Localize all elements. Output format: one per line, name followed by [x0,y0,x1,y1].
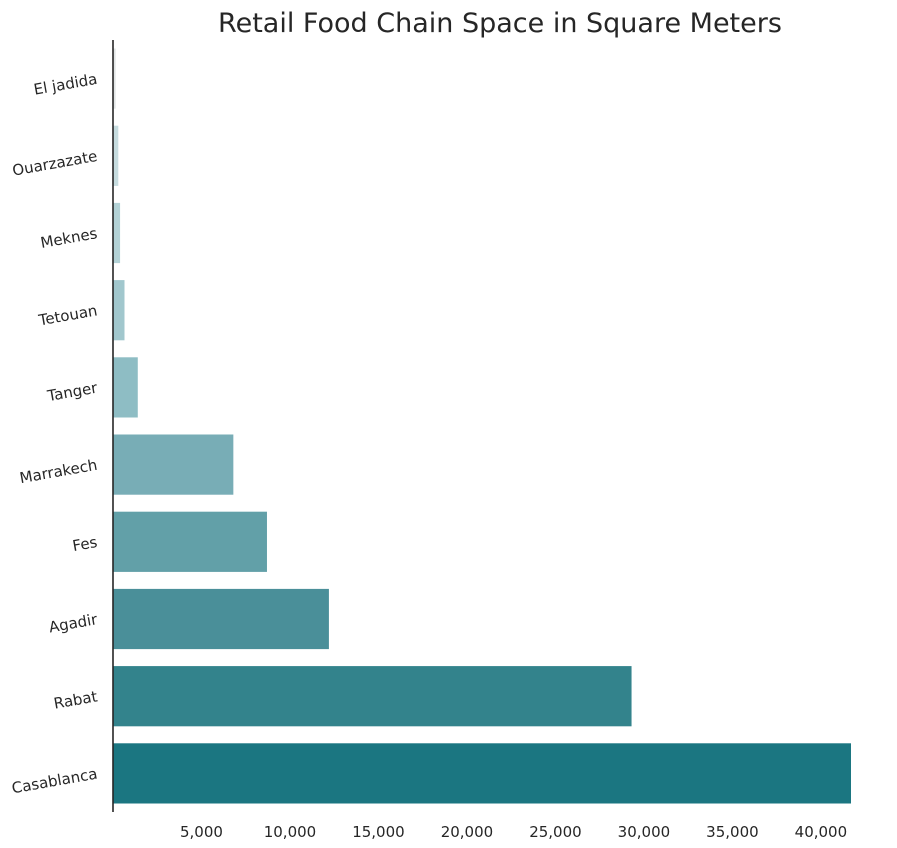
category-label-casablanca: Casablanca [10,765,98,798]
bar-rabat [113,666,632,727]
bar-meknes [113,202,121,264]
x-tick-label: 15,000 [352,823,405,841]
x-tick-label: 20,000 [441,823,494,841]
x-tick-label: 10,000 [264,823,317,841]
category-label-fes: Fes [71,533,99,555]
bar-el-jadida [113,48,116,109]
x-tick-label: 40,000 [795,823,848,841]
category-label-tetouan: Tetouan [36,301,98,329]
x-tick-labels: 5,000 10,000 15,000 20,000 25,000 30,000 35,00… [180,823,847,841]
x-tick-label: 25,000 [529,823,582,841]
chart-title: Retail Food Chain Space in Square Meters [218,8,782,39]
bar-agadir [113,588,329,650]
bar-tetouan [113,280,125,341]
bar-casablanca [113,743,851,804]
bar-ouarzazate [113,125,119,186]
x-tick-label: 30,000 [618,823,671,841]
bar-fes [113,511,267,572]
category-label-rabat: Rabat [52,687,98,712]
category-label-ouarzazate: Ouarzazate [11,147,99,180]
x-tick-label: 35,000 [706,823,759,841]
bar-marrakech [113,434,234,495]
category-label-tanger: Tanger [45,378,99,405]
category-label-marrakech: Marrakech [18,456,98,487]
category-label-agadir: Agadir [47,610,99,636]
category-label-el-jadida: El jadida [32,70,98,99]
category-label-meknes: Meknes [39,224,99,252]
bars-group [113,48,851,804]
category-labels: El jadida Ouarzazate Meknes Tetouan Tanger Ma… [10,70,99,798]
x-tick-label: 5,000 [180,823,223,841]
bar-tanger [113,357,138,418]
